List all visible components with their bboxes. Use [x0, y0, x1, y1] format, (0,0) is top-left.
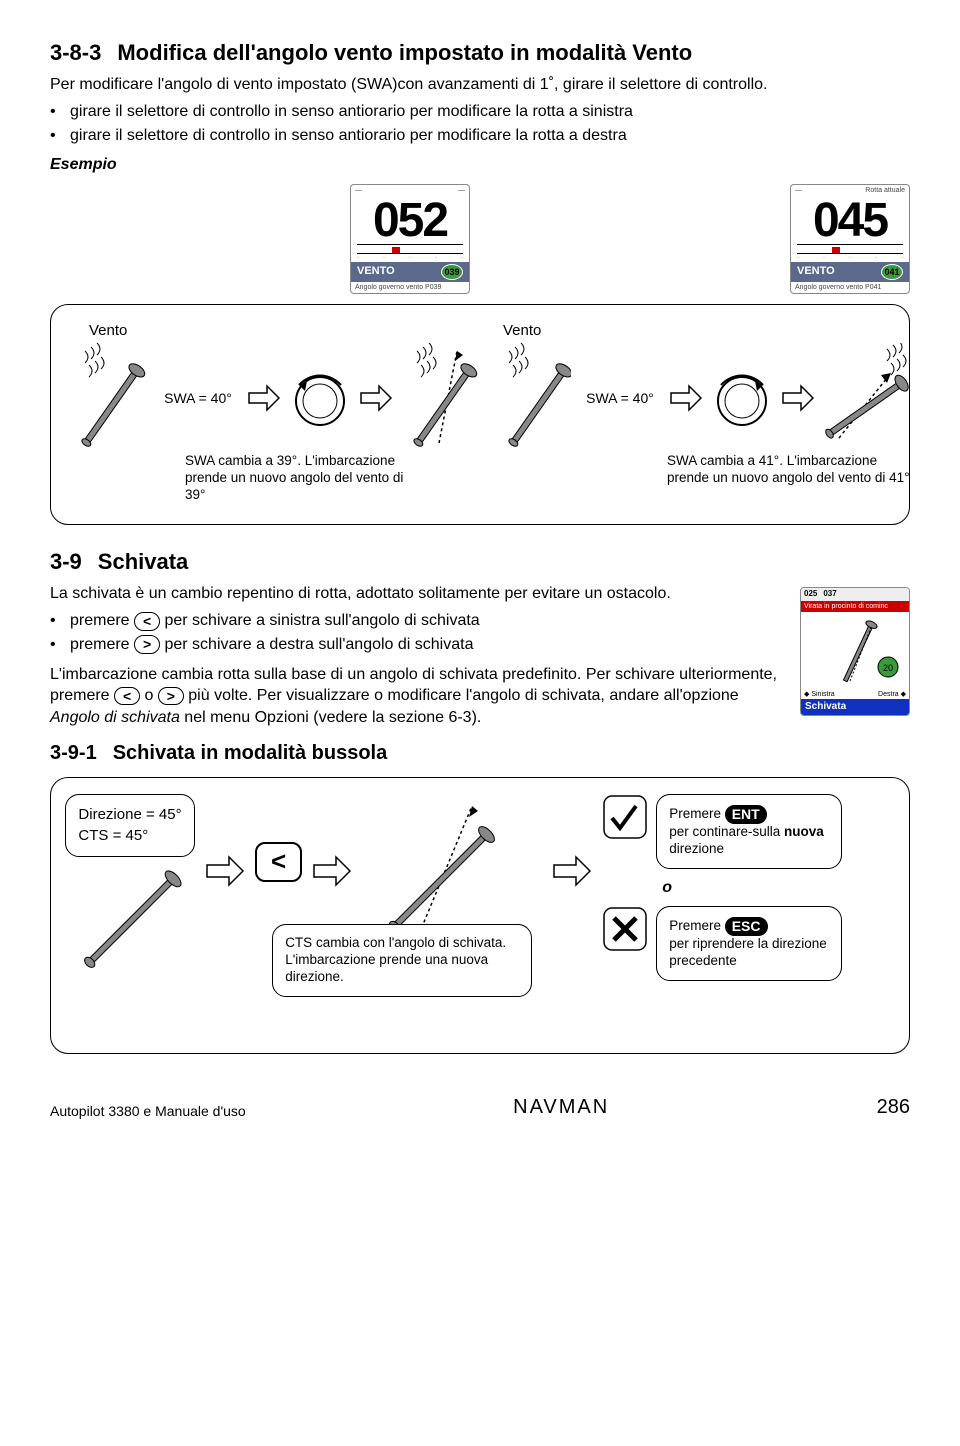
- dir-line: Direzione = 45°: [78, 805, 181, 825]
- esc-button[interactable]: ESC: [725, 917, 768, 936]
- check-icon: [602, 794, 648, 840]
- schiv-badge-val: 20: [883, 663, 893, 673]
- txt: per schivare a sinistra sull'angolo di s…: [160, 612, 480, 629]
- heading-3-8-3: 3-8-3 Modifica dell'angolo vento impostat…: [50, 38, 910, 68]
- or-label: o: [656, 877, 842, 899]
- arrow-right-icon: [359, 383, 393, 413]
- arrow-right-icon: [781, 383, 815, 413]
- lt-button[interactable]: <: [114, 687, 140, 706]
- intro-para: Per modificare l'angolo di vento imposta…: [50, 74, 910, 96]
- schivata-intro: La schivata è un cambio repentino di rot…: [50, 583, 910, 605]
- esc-box: Premere ESC per riprendere la direzione …: [656, 906, 842, 981]
- heading-num: 3-8-3: [50, 40, 101, 65]
- vento-label: Vento: [89, 321, 481, 341]
- dial-cw-icon: [707, 363, 777, 433]
- dial-ccw-icon: [285, 363, 355, 433]
- schivata-para2: L'imbarcazione cambia rotta sulla base d…: [50, 664, 910, 729]
- heading-3-9: 3-9 Schivata: [50, 547, 910, 577]
- blade-icon: [65, 857, 195, 987]
- footer-left: Autopilot 3380 e Manuale d'uso: [50, 1102, 246, 1121]
- esempio-label: Esempio: [50, 156, 117, 173]
- arrow-right-icon: [552, 854, 592, 888]
- heading-num: 3-9-1: [50, 742, 97, 764]
- footer-brand: NAVMAN: [513, 1094, 609, 1121]
- display-big: 052: [351, 197, 469, 242]
- schiv-h2: 037: [823, 589, 836, 600]
- schiv-footer: Schivata: [801, 699, 909, 715]
- ent-box: Premere ENT per continare-sulla nuova di…: [656, 794, 842, 869]
- txt-italic: Angolo di schivata: [50, 709, 180, 726]
- blade-result-icon: [819, 343, 919, 453]
- display-badge: 041: [881, 264, 903, 280]
- display-right: —Rotta attuale 045 ····· VENTO041 Angolo…: [790, 184, 910, 294]
- display-mode: VENTO: [797, 264, 835, 279]
- heading-title: Modifica dell'angolo vento impostato in …: [117, 40, 692, 65]
- cross-icon: [602, 906, 648, 952]
- txt: per continare-sulla: [669, 824, 784, 839]
- cts-change-text: CTS cambia con l'angolo di schivata. L'i…: [285, 935, 506, 984]
- arrow-right-icon: [205, 854, 245, 888]
- display-big: 045: [791, 197, 909, 242]
- gt-button[interactable]: >: [158, 687, 184, 706]
- display-badge: 039: [441, 264, 463, 280]
- display-mode: VENTO: [357, 264, 395, 279]
- cts-change-box: CTS cambia con l'angolo di schivata. L'i…: [272, 924, 532, 997]
- txt: per riprendere la direzione precedente: [669, 936, 827, 968]
- bullet-list: girare il selettore di controllo in sens…: [50, 101, 910, 146]
- txt: nel menu Opzioni (vedere la sezione 6-3)…: [180, 709, 482, 726]
- footer-page: 286: [877, 1094, 910, 1121]
- swa-label: SWA = 40°: [575, 389, 665, 408]
- schiv-warn: Virata in procinto di cominc: [801, 601, 909, 612]
- diagram-box-wind: Vento SWA = 40°: [50, 304, 910, 525]
- heading-3-9-1: 3-9-1 Schivata in modalità bussola: [50, 740, 910, 767]
- gt-button[interactable]: >: [134, 635, 160, 654]
- arrow-right-icon: [247, 383, 281, 413]
- cts-line: CTS = 45°: [78, 826, 181, 846]
- bullet-item: premere < per schivare a sinistra sull'a…: [70, 610, 910, 632]
- txt: Premere: [669, 918, 725, 933]
- heading-num: 3-9: [50, 549, 82, 574]
- direction-box: Direzione = 45° CTS = 45°: [65, 794, 194, 857]
- diagram-box-compass: Direzione = 45° CTS = 45° <: [50, 777, 910, 1054]
- bullet-item: premere > per schivare a destra sull'ang…: [70, 634, 910, 656]
- txt: per schivare a destra sull'angolo di sch…: [160, 636, 473, 653]
- page-footer: Autopilot 3380 e Manuale d'uso NAVMAN 28…: [50, 1094, 910, 1121]
- txt: premere: [70, 612, 134, 629]
- arrow-right-icon: [669, 383, 703, 413]
- bullet-list-2: premere < per schivare a sinistra sull'a…: [50, 610, 910, 655]
- display-row: —— 052 ····· VENTO039 Angolo governo ven…: [350, 184, 910, 294]
- caption-right: SWA cambia a 41°. L'imbarcazione prende …: [667, 453, 917, 487]
- txt: più volte. Per visualizzare o modificare…: [184, 687, 739, 704]
- heading-title: Schivata: [98, 549, 189, 574]
- display-left: —— 052 ····· VENTO039 Angolo governo ven…: [350, 184, 470, 294]
- caption-left: SWA cambia a 39°. L'imbarcazione prende …: [185, 453, 425, 504]
- txt-bold: nuova: [784, 824, 824, 839]
- blade-icon: [497, 343, 571, 453]
- schiv-h1: 025: [804, 589, 817, 600]
- lt-button[interactable]: <: [134, 612, 160, 631]
- vento-label: Vento: [503, 321, 919, 341]
- txt: o: [140, 687, 158, 704]
- bullet-item: girare il selettore di controllo in sens…: [70, 101, 910, 123]
- txt: direzione: [669, 841, 724, 856]
- txt: premere: [70, 636, 134, 653]
- bullet-item: girare il selettore di controllo in sens…: [70, 125, 910, 147]
- swa-label: SWA = 40°: [153, 389, 243, 408]
- blade-icon: [65, 343, 149, 453]
- schivata-display: 025037 Virata in procinto di cominc 20 ◆…: [800, 587, 910, 716]
- arrow-right-icon: [312, 854, 352, 888]
- ent-button[interactable]: ENT: [725, 805, 767, 824]
- lt-button-big[interactable]: <: [255, 842, 302, 881]
- blade-result-icon: [397, 343, 481, 453]
- txt: Premere: [669, 806, 725, 821]
- heading-title: Schivata in modalità bussola: [113, 742, 388, 764]
